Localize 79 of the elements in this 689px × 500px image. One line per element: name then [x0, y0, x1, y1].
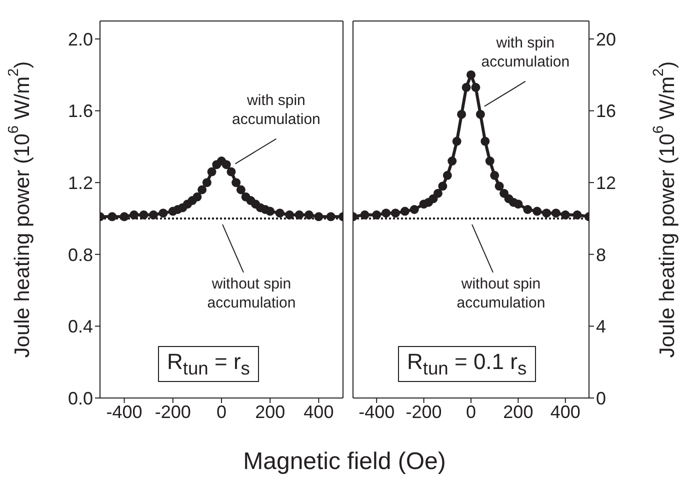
point — [523, 205, 532, 214]
point — [462, 82, 471, 92]
point — [471, 82, 480, 92]
point — [480, 136, 490, 146]
y-tick-label: 16 — [596, 101, 616, 122]
point — [551, 208, 560, 218]
point — [148, 210, 158, 220]
point — [532, 206, 542, 216]
x-tick-label: 400 — [550, 402, 580, 422]
point — [494, 182, 504, 191]
y-tick-label: 1.2 — [68, 172, 93, 193]
point — [572, 210, 582, 220]
point — [560, 210, 570, 220]
point — [222, 160, 231, 170]
x-tick-label: -400 — [106, 402, 142, 422]
point — [236, 185, 246, 194]
point — [108, 212, 117, 222]
point — [452, 136, 462, 146]
x-tick-label: 200 — [255, 402, 286, 422]
point — [158, 208, 168, 218]
point — [400, 206, 410, 216]
point — [500, 188, 509, 198]
text: without spin accumulation — [456, 275, 546, 312]
point — [382, 208, 391, 218]
x-tick-label: -200 — [406, 402, 442, 422]
point — [192, 192, 202, 202]
annotation: R$_{tun}$ = 0.1 r$_{s}$ — [398, 346, 536, 382]
y-tick-label: 0.8 — [68, 244, 93, 265]
point — [442, 170, 452, 180]
legend-label: with spin accumulation — [481, 34, 570, 70]
x-tick-label: 400 — [304, 402, 334, 422]
point — [232, 178, 241, 188]
point — [275, 208, 284, 218]
point — [198, 185, 207, 194]
point — [294, 210, 304, 220]
x-tick-label: 0 — [216, 402, 227, 422]
y-tick-label: 8 — [596, 244, 606, 265]
point — [372, 210, 382, 220]
x-tick-label: -200 — [154, 402, 191, 422]
point — [202, 178, 212, 188]
point — [326, 212, 336, 222]
y-tick-label: 0.0 — [68, 388, 93, 408]
y-tick-label: 1.6 — [68, 101, 93, 122]
point — [207, 167, 216, 176]
y-tick-label: 12 — [596, 172, 616, 193]
y-tick-label: 4 — [596, 316, 606, 337]
point — [542, 208, 552, 218]
y-tick-label: 0.4 — [68, 316, 93, 337]
point — [285, 210, 294, 220]
point — [438, 182, 448, 191]
point — [490, 170, 500, 180]
point — [433, 188, 442, 198]
text: without spin accumulation — [207, 275, 296, 312]
point — [514, 200, 523, 209]
point — [448, 156, 457, 166]
point — [457, 110, 466, 119]
point — [390, 208, 400, 218]
text: with spin accumulation — [232, 92, 320, 128]
point — [304, 210, 314, 220]
point — [226, 167, 236, 176]
y-tick-label: 20 — [596, 29, 616, 50]
y-tick-label: 2.0 — [68, 29, 93, 50]
point — [130, 210, 139, 220]
point — [139, 210, 148, 220]
x-axis-title: Magnetic field (Oe) — [242, 448, 447, 476]
x-tick-label: -400 — [358, 402, 395, 422]
point — [410, 205, 419, 214]
point — [476, 110, 485, 119]
point — [360, 210, 370, 220]
x-tick-label: 0 — [466, 402, 476, 422]
y-tick-label: 0 — [596, 388, 606, 408]
point — [314, 212, 324, 222]
point — [466, 70, 476, 80]
annotation: R$_{tun}$ = r$_{s}$ — [158, 346, 259, 382]
x-tick-label: 200 — [503, 402, 534, 422]
point — [120, 212, 129, 222]
point — [266, 206, 275, 216]
point — [485, 156, 494, 166]
point — [428, 194, 438, 204]
